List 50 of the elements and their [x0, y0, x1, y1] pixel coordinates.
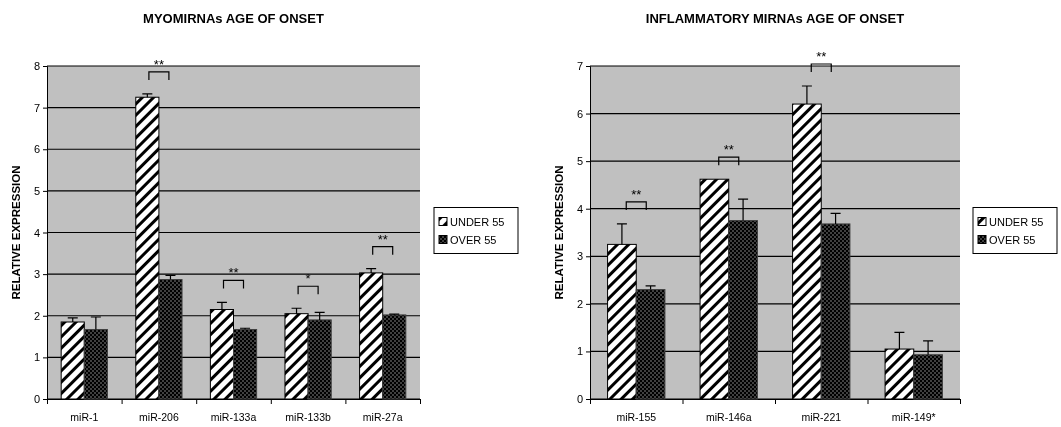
text: ** — [816, 48, 827, 64]
y-tick-label: 0 — [33, 393, 40, 406]
y-axis-title: RELATIVE EXPRESSION — [553, 165, 565, 300]
x-tick-label: miR-133b — [285, 411, 332, 423]
annotation: ** — [723, 142, 734, 158]
y-tick-label: 1 — [33, 351, 40, 364]
x-tick-label: miR-27a — [362, 411, 403, 423]
bar — [913, 354, 943, 400]
y-tick-label: 7 — [576, 60, 583, 73]
y-tick-label: 0 — [576, 393, 583, 406]
annotation: * — [305, 271, 311, 287]
annotation: ** — [153, 56, 164, 72]
y-tick-label: 8 — [33, 60, 40, 73]
y-tick-label: 2 — [576, 297, 583, 310]
x-tick-label: miR-155 — [616, 411, 657, 423]
annotation: ** — [377, 231, 388, 247]
y-tick-label: 7 — [33, 101, 40, 114]
x-tick-label: miR-133a — [210, 411, 257, 423]
bar — [728, 220, 758, 400]
y-tick-label: 4 — [33, 226, 40, 239]
y-tick-label: 2 — [33, 309, 40, 322]
y-tick-label: 3 — [576, 250, 583, 263]
y-tick-label: 3 — [33, 268, 40, 281]
x-tick-label: miR-146a — [705, 411, 752, 423]
bar — [820, 223, 851, 400]
y-tick-label: 5 — [576, 155, 583, 168]
annotation: ** — [631, 186, 642, 202]
chart-title: INFLAMMATORY MIRNAs AGE OF ONSET — [645, 11, 905, 26]
bar — [83, 328, 108, 400]
y-tick-label: 6 — [33, 143, 40, 156]
chart-title: MYOMIRNAs AGE OF ONSET — [143, 11, 324, 26]
bar — [307, 319, 332, 400]
bar — [233, 328, 258, 400]
y-tick-label: 4 — [576, 202, 583, 215]
x-tick-label: miR-1 — [70, 411, 99, 423]
bar — [382, 314, 407, 400]
legend-label: OVER 55 — [450, 233, 497, 246]
legend-label: UNDER 55 — [989, 215, 1044, 228]
legend-label: OVER 55 — [989, 233, 1036, 246]
bar — [158, 279, 183, 400]
annotation: ** — [228, 265, 239, 281]
x-tick-label: miR-206 — [139, 411, 179, 423]
y-axis-title: RELATIVE EXPRESSION — [10, 165, 22, 300]
y-tick-label: 5 — [33, 184, 40, 197]
y-tick-label: 1 — [576, 345, 583, 358]
legend-label: UNDER 55 — [450, 215, 505, 228]
y-tick-label: 6 — [576, 107, 583, 120]
x-tick-label: miR-221 — [801, 411, 842, 423]
bar — [635, 289, 666, 400]
x-tick-label: miR-149* — [891, 411, 936, 423]
